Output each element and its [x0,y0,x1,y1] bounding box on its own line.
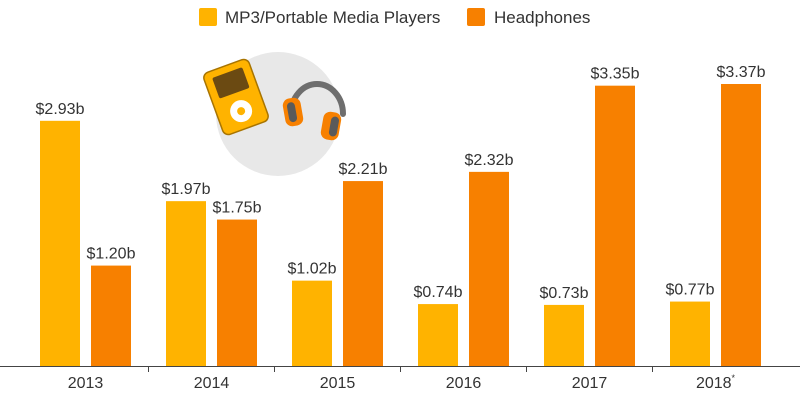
legend-label-headphones: Headphones [494,8,590,27]
value-labels-layer: $2.93b $1.20b $1.97b$1.75b $1.02b $2.21b $0.7… [36,64,766,302]
x-tick-label: 2014 [194,375,230,392]
bar-mp3-2014 [166,201,206,366]
bar-headphones-2015 [343,181,383,366]
bars-layer [40,84,761,367]
x-tick-label: 2015 [320,375,356,392]
value-label: $1.97b [162,181,211,198]
bar-headphones-2018 [721,84,761,366]
x-tick-label: 2013 [68,375,104,392]
x-tick-label: 2017 [572,375,608,392]
value-label: $2.32b [465,152,514,169]
headphones-icon [282,81,346,141]
value-label: $3.37b [717,64,766,81]
value-label: $1.02b [288,261,337,278]
bar-mp3-2013 [40,120,80,366]
value-label: $3.35b [591,66,640,83]
bar-headphones-2016 [469,171,509,366]
x-axis: 2013 2014 2015 2016 2017 2018* [0,366,800,392]
bar-headphones-2014 [217,219,257,366]
legend-swatch-headphones [467,8,485,26]
legend: MP3/Portable Media Players Headphones [199,8,590,27]
value-label: $0.74b [414,284,463,301]
bar-mp3-2015 [292,280,332,366]
value-label: $2.21b [339,161,388,178]
legend-swatch-mp3 [199,8,217,26]
bar-mp3-2018 [670,301,710,366]
value-label: $1.75b [213,200,262,217]
bar-headphones-2013 [91,265,131,366]
value-label: $0.77b [666,282,715,299]
value-label: $1.20b [87,246,136,263]
x-tick-label: 2018* [696,373,736,392]
illustration [203,52,346,176]
bar-mp3-2016 [418,304,458,366]
bar-mp3-2017 [544,304,584,366]
mp3-player-icon [203,58,269,136]
bar-headphones-2017 [595,85,635,367]
x-tick-label: 2016 [446,375,482,392]
value-label: $0.73b [540,285,589,302]
value-label: $2.93b [36,101,85,118]
legend-label-mp3: MP3/Portable Media Players [225,8,440,27]
